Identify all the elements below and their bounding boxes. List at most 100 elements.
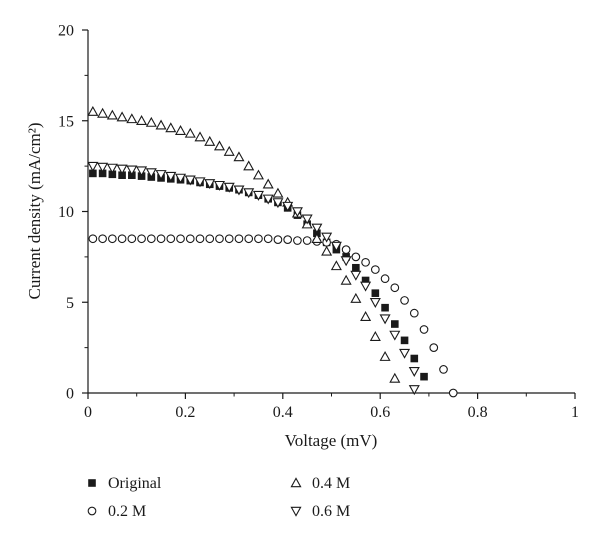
data-point (233, 185, 245, 196)
data-point (194, 131, 206, 142)
data-point (136, 166, 148, 177)
data-point (97, 162, 109, 173)
data-point (145, 168, 157, 179)
y-tick-label: 0 (66, 386, 74, 403)
data-point (184, 175, 196, 186)
legend-item: 0.6 M (290, 503, 350, 520)
data-point (155, 119, 167, 130)
data-point (252, 169, 264, 180)
data-point (350, 292, 362, 303)
data-point (311, 223, 323, 234)
data-point (419, 325, 429, 334)
legend-label: 0.4 M (312, 475, 350, 492)
data-point (88, 234, 98, 244)
legend-marker (290, 506, 302, 517)
data-point (399, 348, 411, 359)
data-point (409, 308, 419, 318)
legend-label: Original (108, 475, 162, 492)
data-point (234, 234, 244, 244)
data-point (381, 303, 389, 312)
y-tick-label: 15 (58, 113, 74, 130)
data-point (262, 194, 274, 205)
data-point (262, 178, 274, 189)
series-original (89, 169, 428, 381)
data-point (361, 257, 370, 267)
data-point (341, 245, 351, 254)
data-point (107, 234, 117, 244)
data-point (98, 234, 107, 244)
legend: Original 0.2 M 0.4 M 0.6 M (87, 475, 350, 520)
data-point (243, 188, 255, 199)
data-point (165, 122, 177, 133)
data-point (126, 165, 138, 176)
data-point (185, 234, 195, 244)
data-point (155, 170, 167, 181)
data-point (301, 214, 313, 225)
data-point (106, 163, 118, 174)
data-point (98, 169, 107, 178)
data-point (371, 289, 380, 297)
data-point (302, 236, 312, 245)
data-point (380, 274, 390, 284)
data-point (293, 236, 302, 245)
legend-marker (290, 477, 302, 488)
data-point (360, 311, 372, 322)
data-point (340, 274, 352, 285)
data-point (408, 366, 420, 377)
data-point (194, 177, 206, 188)
data-point (448, 388, 458, 398)
data-point (156, 234, 166, 244)
data-point (97, 107, 109, 118)
data-point (166, 234, 176, 244)
data-point (184, 127, 196, 138)
data-point (369, 298, 381, 308)
data-point (330, 241, 342, 252)
data-point (108, 170, 117, 179)
data-point (116, 164, 128, 175)
data-point (223, 145, 235, 156)
data-point (390, 283, 400, 293)
data-point (137, 234, 146, 244)
data-point (400, 336, 409, 345)
data-point (321, 232, 333, 243)
data-point (311, 232, 323, 243)
data-point (263, 234, 273, 244)
data-point (252, 190, 264, 201)
data-point (126, 113, 138, 124)
y-axis-label: Current density (mA/cm²) (25, 123, 44, 300)
legend-item: 0.4 M (290, 475, 350, 492)
series-0-4-m (87, 105, 401, 383)
legend-item: 0.2 M (87, 503, 146, 520)
data-point (204, 179, 216, 190)
data-point (117, 234, 127, 244)
data-point (370, 265, 380, 274)
x-tick-label: 0.2 (175, 404, 195, 421)
data-point (254, 234, 263, 244)
x-tick-label: 1 (571, 404, 579, 421)
data-point (244, 234, 254, 244)
legend-marker (88, 479, 96, 487)
data-point (116, 111, 128, 122)
data-point (420, 372, 428, 381)
data-point (389, 372, 401, 383)
data-point (127, 234, 137, 244)
legend-label: 0.6 M (312, 503, 350, 520)
legend-marker (87, 506, 97, 516)
y-tick-label: 5 (66, 295, 74, 312)
data-point (89, 169, 97, 178)
data-point (215, 234, 224, 244)
x-tick-label: 0.4 (273, 404, 293, 421)
data-point (369, 331, 381, 341)
data-point (391, 320, 399, 328)
x-axis-label: Voltage (mV) (285, 431, 378, 450)
data-point (321, 245, 333, 256)
data-point (410, 354, 419, 363)
data-point (223, 182, 235, 193)
data-point (243, 160, 255, 171)
series-extra-4 (408, 385, 420, 396)
data-point (224, 234, 234, 244)
data-point (429, 343, 439, 352)
data-point (330, 260, 342, 271)
